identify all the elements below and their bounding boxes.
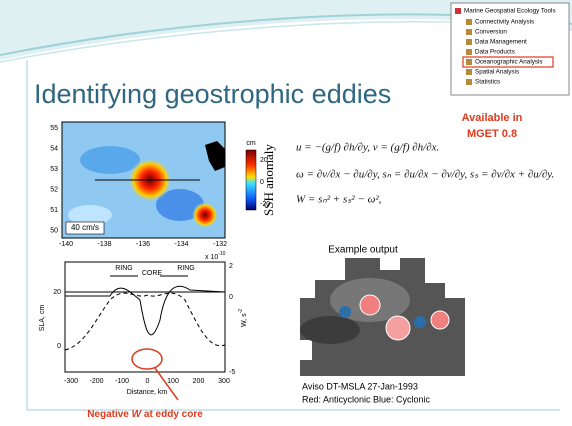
example-field bbox=[300, 316, 360, 344]
anticyclonic-eddy bbox=[386, 316, 410, 340]
toolbox-item: Connectivity Analysis bbox=[475, 19, 534, 26]
toolbox-item: Conversion bbox=[475, 29, 507, 36]
tree-icon bbox=[466, 59, 472, 65]
y-tick-label: 54 bbox=[50, 145, 58, 152]
toolbox-item: Statistics bbox=[475, 79, 500, 86]
y-tick-label: 52 bbox=[50, 186, 58, 193]
x-tick-label: -132 bbox=[213, 241, 227, 248]
example-caption: Red: Anticyclonic Blue: Cyclonic bbox=[302, 394, 431, 404]
tree-icon bbox=[466, 79, 472, 85]
tree-icon bbox=[466, 39, 472, 45]
y2-label-exponent: -2 bbox=[238, 309, 244, 314]
toolbox-item: Oceanographic Analysis bbox=[475, 59, 543, 66]
cyclonic-eddy bbox=[339, 306, 351, 318]
toolbox-item: Spatial Analysis bbox=[475, 69, 519, 76]
x-tick-label: -300 bbox=[64, 378, 78, 385]
multiplier-exponent: -10 bbox=[218, 251, 225, 257]
equation: W = sₙ² + sₛ² − ω², bbox=[296, 194, 382, 206]
y-tick-label: 20 bbox=[53, 289, 61, 296]
x-tick-label: -134 bbox=[174, 241, 188, 248]
y2-label-base: W, s bbox=[241, 313, 248, 327]
anticyclonic-eddy bbox=[360, 295, 380, 315]
x-axis-label: Distance, km bbox=[127, 389, 168, 396]
y-tick-label: 55 bbox=[50, 125, 58, 132]
y-axis-label: SLA, cm bbox=[39, 305, 46, 332]
x-tick-label: 200 bbox=[193, 378, 205, 385]
x-tick-label: -140 bbox=[59, 241, 73, 248]
page: Identifying geostrophic eddies Marine Ge… bbox=[0, 0, 572, 426]
callout-text: Negative bbox=[87, 409, 131, 420]
equation: u = −(g/f) ∂h/∂y, v = (g/f) ∂h/∂x. bbox=[296, 142, 439, 154]
y-tick-label: 53 bbox=[50, 166, 58, 173]
annotation: RING bbox=[177, 265, 195, 272]
tree-icon bbox=[466, 69, 472, 75]
colorbar-unit: cm bbox=[246, 140, 256, 147]
callout: Negative W at eddy core bbox=[87, 409, 203, 420]
y2-axis-label: W, s-2 bbox=[238, 309, 248, 327]
toolbox-item: Data Products bbox=[475, 49, 515, 56]
annotation: CORE bbox=[142, 270, 163, 277]
x-tick-label: -200 bbox=[89, 378, 103, 385]
tree-icon bbox=[466, 29, 472, 35]
x-tick-label: -138 bbox=[97, 241, 111, 248]
tree-icon bbox=[466, 49, 472, 55]
map-eddy bbox=[192, 202, 218, 228]
equation: ω = ∂v/∂x − ∂u/∂y, sₙ = ∂u/∂x − ∂v/∂y, s… bbox=[296, 169, 554, 181]
tree-icon bbox=[466, 19, 472, 25]
x-tick-label: 0 bbox=[146, 378, 150, 385]
toolbox-root: Marine Geospatial Ecology Tools bbox=[464, 8, 556, 15]
slide: Identifying geostrophic eddies Marine Ge… bbox=[0, 0, 572, 426]
annotation: RING bbox=[115, 265, 133, 272]
y-tick-label: 0 bbox=[57, 343, 61, 350]
x-tick-label: 300 bbox=[218, 378, 230, 385]
scale-label: 40 cm/s bbox=[71, 223, 99, 232]
y2-tick-label: -5 bbox=[229, 369, 235, 376]
availability-note: Available in bbox=[462, 112, 523, 124]
profile-plot bbox=[65, 262, 225, 372]
availability-note: MGET 0.8 bbox=[467, 128, 517, 140]
multiplier: x 10-10 bbox=[205, 251, 226, 261]
y-tick-label: 50 bbox=[50, 227, 58, 234]
y-tick-label: 51 bbox=[50, 207, 58, 214]
toolbox-item: Data Management bbox=[475, 39, 527, 46]
colorbar-tick-label: 20 bbox=[260, 157, 268, 164]
colorbar bbox=[246, 150, 256, 210]
cyclonic-eddy bbox=[414, 316, 426, 328]
slide-title: Identifying geostrophic eddies bbox=[34, 79, 391, 109]
multiplier-base: x 10 bbox=[205, 254, 218, 261]
y2-tick-label: 0 bbox=[229, 294, 233, 301]
colorbar-tick-label: 0 bbox=[260, 179, 264, 186]
y2-tick-label: 2 bbox=[229, 263, 233, 270]
tree-icon bbox=[455, 8, 461, 14]
example-title: Example output bbox=[328, 245, 398, 256]
callout-text: at eddy core bbox=[141, 409, 203, 420]
x-tick-label: -136 bbox=[136, 241, 150, 248]
colorbar-tick-label: -20 bbox=[260, 201, 270, 208]
example-caption: Aviso DT-MSLA 27-Jan-1993 bbox=[302, 381, 418, 391]
x-tick-label: 100 bbox=[167, 378, 179, 385]
anticyclonic-eddy bbox=[431, 311, 449, 329]
x-tick-label: -100 bbox=[115, 378, 129, 385]
